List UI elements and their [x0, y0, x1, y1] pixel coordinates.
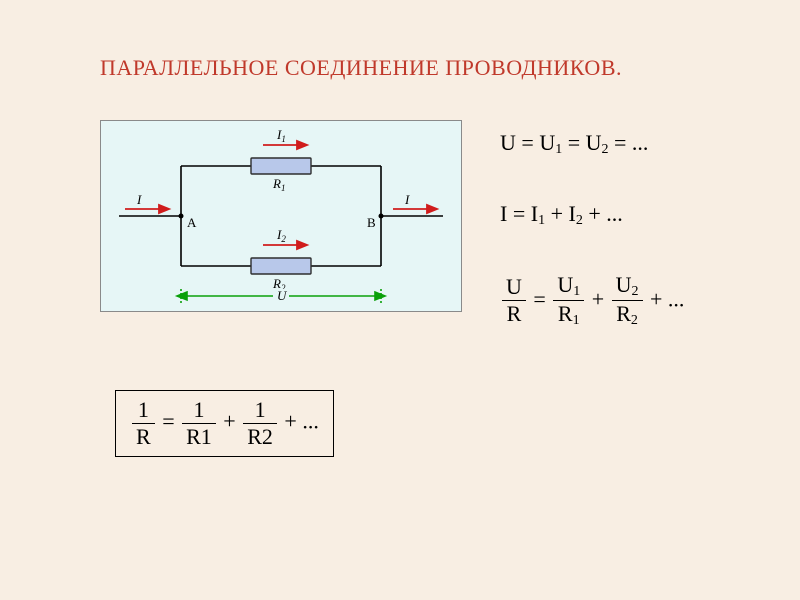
page-title: ПАРАЛЛЕЛЬНОЕ СОЕДИНЕНИЕ ПРОВОДНИКОВ. — [100, 55, 700, 81]
label-i-left: I — [136, 192, 142, 207]
label-i-right: I — [404, 192, 410, 207]
equation-current: I = I1 + I2 + ... — [500, 201, 780, 230]
resistor-r1 — [251, 158, 311, 174]
resistor-r2 — [251, 258, 311, 274]
equation-voltage: U = U1 = U2 = ... — [500, 130, 780, 159]
node-a-dot — [179, 214, 184, 219]
circuit-svg: I I I1 I2 R1 R2 A B U — [101, 121, 461, 311]
equation-u-over-r: U R = U1 R1 + U2 R2 + ... — [500, 272, 780, 331]
equation-reciprocal-box: 1 R = 1 R1 + 1 R2 + ... — [115, 390, 334, 457]
equations-block: U = U1 = U2 = ... I = I1 + I2 + ... U R … — [500, 130, 780, 372]
node-b-dot — [379, 214, 384, 219]
label-u: U — [277, 288, 288, 303]
circuit-diagram: I I I1 I2 R1 R2 A B U — [100, 120, 462, 312]
label-node-b: B — [367, 215, 376, 230]
label-node-a: A — [187, 215, 197, 230]
